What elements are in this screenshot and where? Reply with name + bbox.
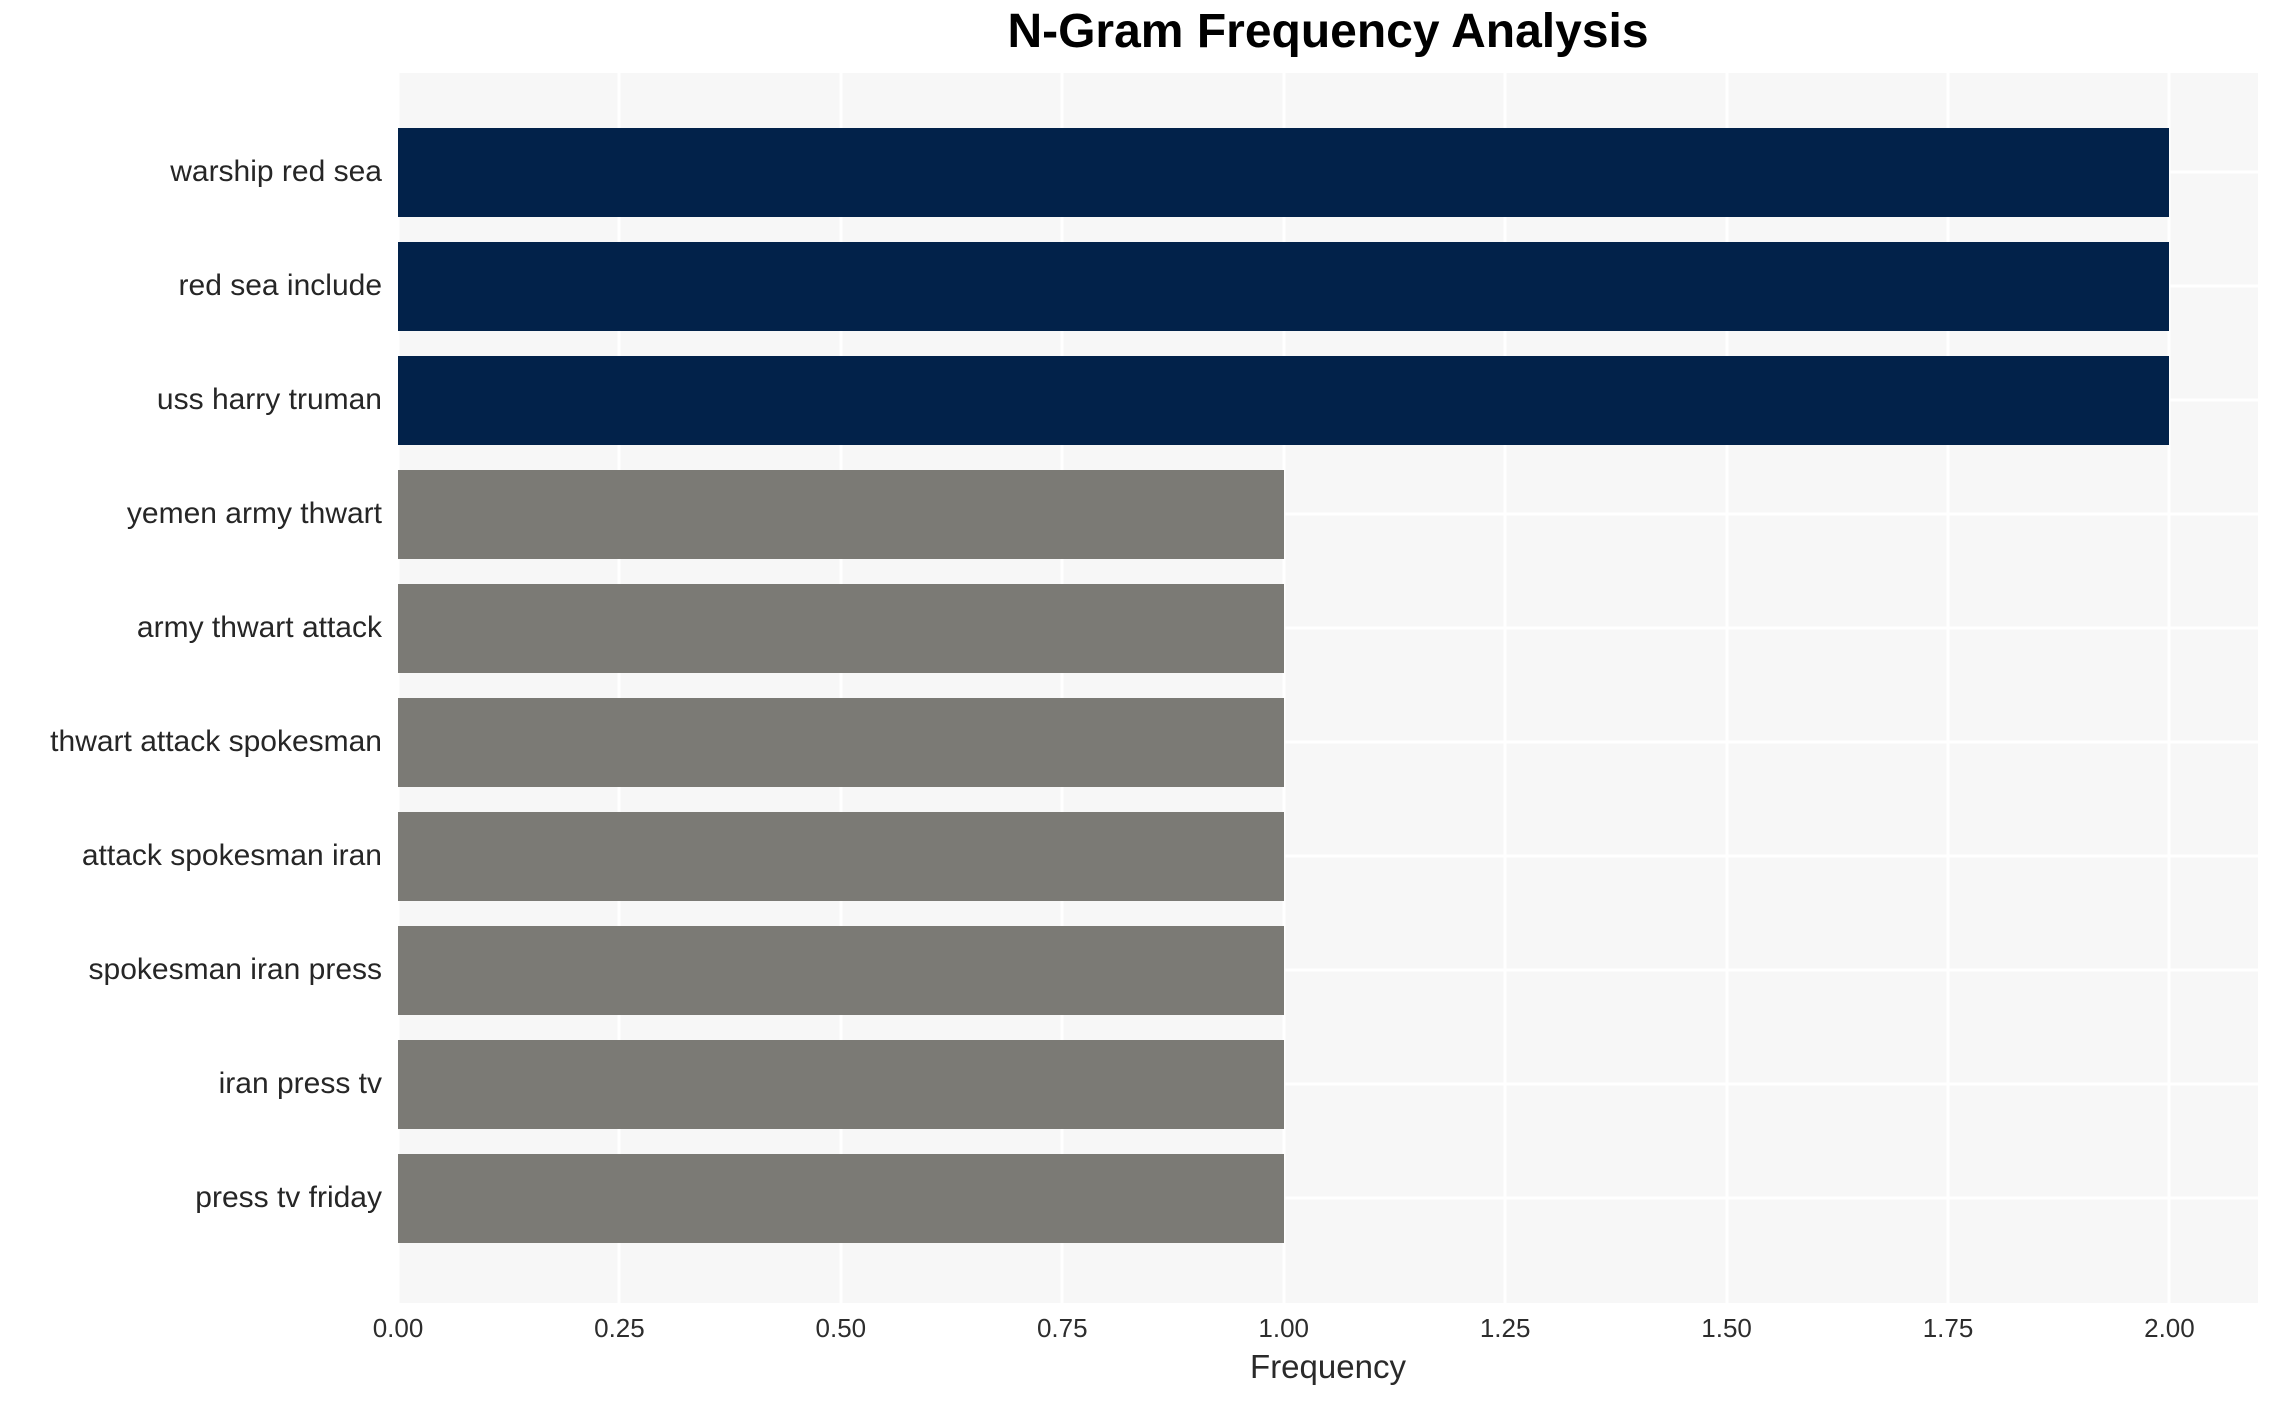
y-tick-label: yemen army thwart (126, 497, 382, 530)
bar (398, 469, 1284, 559)
x-axis-title: Frequency (1250, 1348, 1406, 1385)
x-tick-label: 0.00 (372, 1313, 424, 1343)
x-axis-ticks: 0.00 0.25 0.50 0.75 1.00 1.25 1.50 1.75 2.00 (373, 1313, 2258, 1347)
vertical-gridline (1060, 73, 1064, 1303)
bar (398, 811, 1284, 901)
vertical-gridline (1725, 73, 1729, 1303)
y-tick-label: army thwart attack (136, 611, 382, 644)
y-tick-label: red sea include (178, 269, 382, 302)
bar (398, 241, 2170, 331)
x-tick-label: 0.75 (1036, 1313, 1088, 1343)
vertical-gridline (839, 73, 843, 1303)
y-tick-label: attack spokesman iran (81, 839, 382, 872)
bar (398, 1153, 1284, 1243)
vertical-gridline (617, 73, 621, 1303)
vertical-gridline (1503, 73, 1507, 1303)
vertical-gridline (396, 73, 400, 1303)
y-tick-label: warship red sea (170, 155, 382, 188)
bar (398, 697, 1284, 787)
horizontal-gridline (398, 1196, 2258, 1200)
bar (398, 1039, 1284, 1129)
plot-area (396, 73, 2258, 1303)
y-tick-label: thwart attack spokesman (50, 725, 382, 758)
bar (398, 355, 2170, 445)
horizontal-gridline (398, 740, 2258, 744)
x-tick-label: 1.50 (1701, 1313, 1752, 1343)
vertical-gridline (1282, 73, 1286, 1303)
bar (398, 583, 1284, 673)
x-tick-label: 1.75 (1922, 1313, 1974, 1343)
x-tick-label: 1.25 (1479, 1313, 1531, 1343)
x-tick-label: 1.00 (1258, 1313, 1310, 1343)
x-tick-label: 2.00 (2144, 1313, 2195, 1343)
y-tick-label: press tv friday (195, 1181, 382, 1214)
chart-title: N-Gram Frequency Analysis (1007, 5, 1649, 58)
horizontal-gridline (398, 1082, 2258, 1086)
y-tick-label: spokesman iran press (88, 953, 382, 986)
horizontal-gridline (398, 854, 2258, 858)
horizontal-gridline (398, 968, 2258, 972)
bar (398, 925, 1284, 1015)
y-axis-labels: warship red sea red sea include uss harry … (0, 73, 382, 1303)
y-tick-label: uss harry truman (156, 383, 382, 416)
x-tick-label: 0.25 (594, 1313, 645, 1343)
horizontal-gridline (398, 512, 2258, 516)
x-tick-label: 0.50 (815, 1313, 867, 1343)
vertical-gridline (2167, 73, 2171, 1303)
bar (398, 127, 2170, 217)
y-tick-label: iran press tv (218, 1067, 382, 1100)
horizontal-gridline (398, 626, 2258, 630)
vertical-gridline (1946, 73, 1950, 1303)
